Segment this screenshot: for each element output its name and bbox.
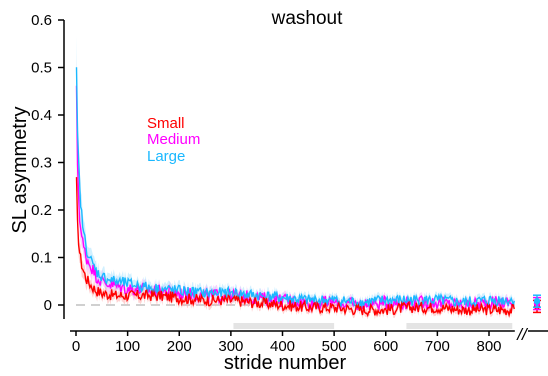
series-line-large <box>75 67 515 310</box>
axis-break-marker: // <box>516 325 529 344</box>
legend-item-medium: Medium <box>147 131 200 148</box>
x-tick-label: 0 <box>72 338 80 355</box>
shaded-region <box>233 323 335 329</box>
x-tick-label: 800 <box>476 338 501 355</box>
legend-item-large: Large <box>147 148 185 165</box>
y-tick-label: 0 <box>44 297 52 314</box>
y-axis-label: SL asymmetry <box>9 106 31 233</box>
y-tick-label: 0.1 <box>31 250 52 267</box>
x-tick-label: 600 <box>373 338 398 355</box>
x-tick-label: 400 <box>270 338 295 355</box>
x-tick-label: 700 <box>425 338 450 355</box>
y-tick-label: 0.5 <box>31 60 52 77</box>
x-axis-label: stride number <box>224 352 347 374</box>
legend: Small Medium Large <box>147 115 200 165</box>
series-line-medium <box>75 85 515 312</box>
y-tick-label: 0.4 <box>31 107 52 124</box>
shaded-region <box>406 323 513 329</box>
series-line-small <box>75 177 515 318</box>
error-band-medium <box>76 56 515 315</box>
x-tick-label: 200 <box>167 338 192 355</box>
endpoints-layer <box>533 294 541 314</box>
chart-title: washout <box>271 8 343 29</box>
endpoint-marker-large <box>533 298 541 305</box>
y-tick-label: 0.6 <box>31 12 52 29</box>
y-tick-label: 0.3 <box>31 155 52 172</box>
error-bands-layer <box>76 35 515 320</box>
axes-layer: 0 0.1 0.2 0.3 0.4 0.5 0.6 0 100 200 300 400 500 600 70… <box>31 12 548 355</box>
x-tick-label: 300 <box>218 338 243 355</box>
x-tick-label: 500 <box>322 338 347 355</box>
y-tick-label: 0.2 <box>31 202 52 219</box>
x-tick-label: 100 <box>115 338 140 355</box>
series-lines-layer <box>75 67 515 318</box>
error-band-large <box>76 35 515 313</box>
legend-item-small: Small <box>147 115 185 132</box>
